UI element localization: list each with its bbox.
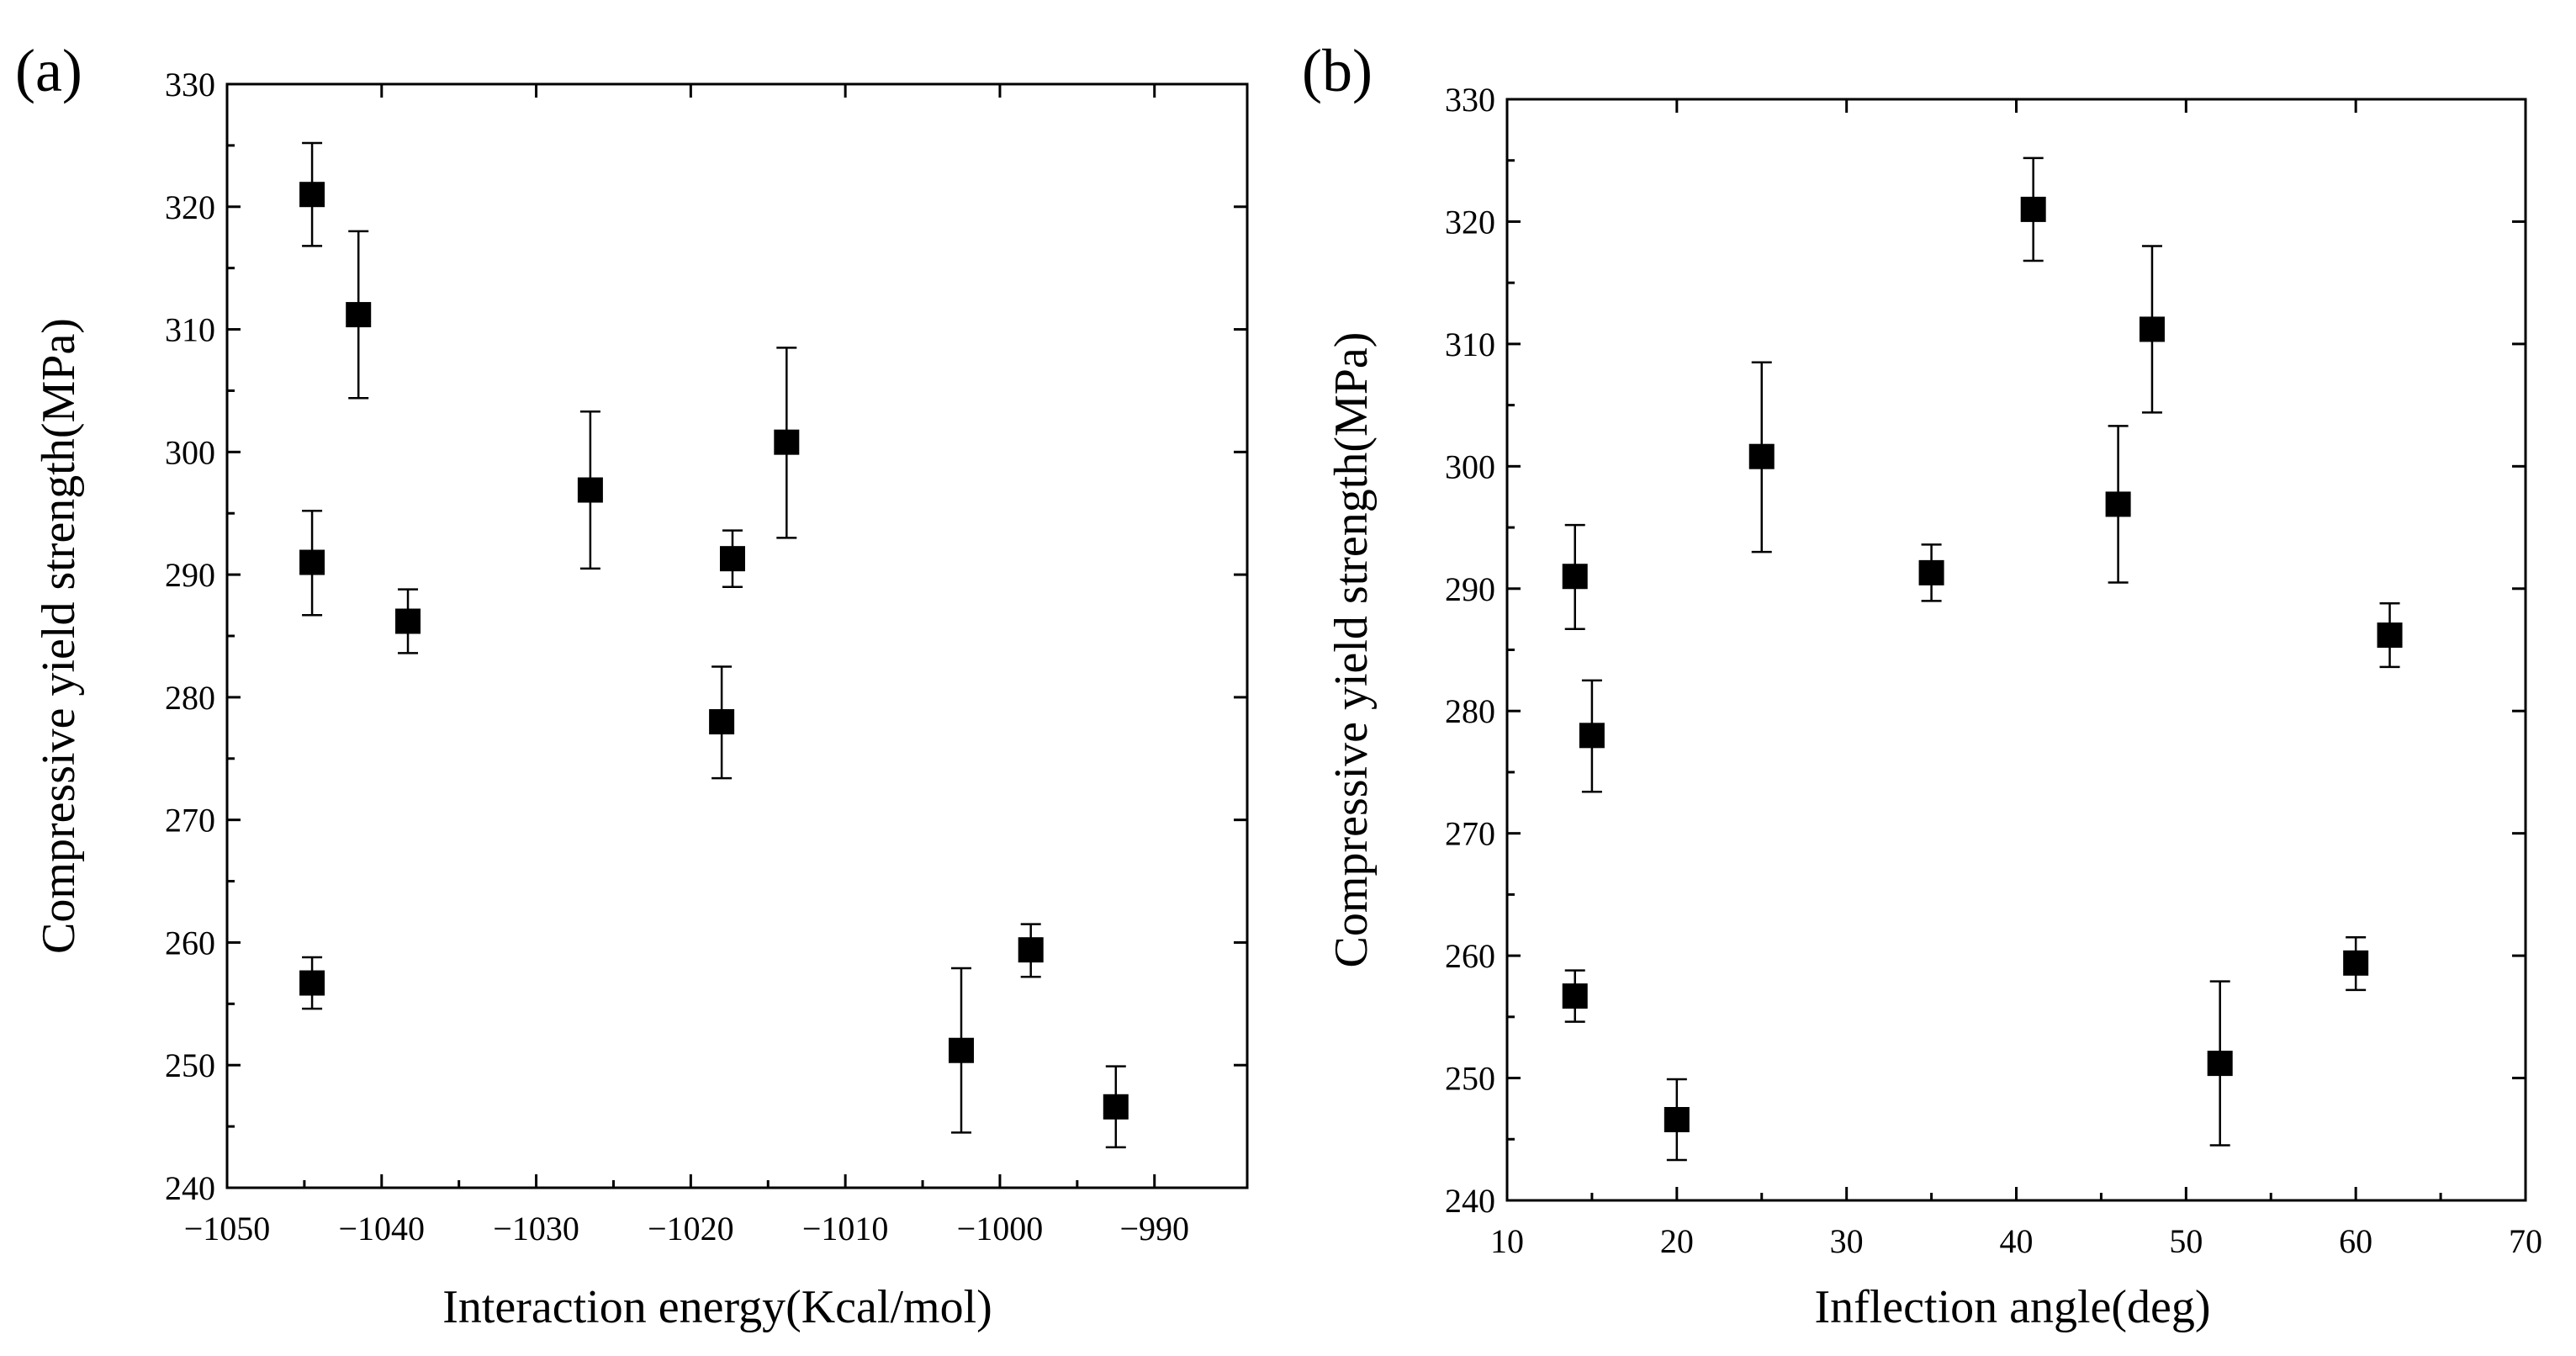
- data-point: [709, 709, 735, 735]
- data-point: [948, 1037, 974, 1063]
- data-point: [1562, 983, 1588, 1009]
- x-tick-label: −1020: [648, 1210, 734, 1247]
- x-tick-label: −1010: [802, 1210, 889, 1247]
- data-point: [1579, 723, 1605, 749]
- y-tick-label: 240: [1445, 1182, 1495, 1220]
- data-point: [1918, 559, 1944, 585]
- x-tick-label: 10: [1490, 1222, 1524, 1260]
- data-point: [2207, 1051, 2233, 1077]
- plot-frame: [225, 82, 1249, 1189]
- y-tick-label: 300: [165, 433, 215, 471]
- panel-label: (a): [15, 37, 82, 104]
- x-tick-label: −1040: [339, 1210, 426, 1247]
- y-tick-label: 310: [1445, 326, 1495, 363]
- data-point: [1562, 564, 1588, 590]
- y-axis-label: Compressive yield strength(MPa): [1325, 332, 1378, 968]
- data-point: [577, 477, 603, 503]
- y-tick-label: 280: [165, 679, 215, 717]
- data-point: [1018, 937, 1044, 963]
- data-point: [2377, 622, 2403, 649]
- y-tick-label: 250: [165, 1046, 215, 1084]
- x-tick-label: −1030: [493, 1210, 579, 1247]
- data-point: [774, 429, 800, 455]
- x-axis-label: Interaction energy(Kcal/mol): [442, 1281, 992, 1333]
- y-tick-label: 260: [165, 924, 215, 961]
- data-point: [2105, 491, 2131, 517]
- y-tick-label: 260: [1445, 937, 1495, 975]
- panel-label: (b): [1302, 37, 1373, 104]
- data-point: [395, 608, 421, 634]
- y-tick-label: 290: [1445, 570, 1495, 608]
- data-point: [299, 182, 325, 208]
- x-axis-label: Inflection angle(deg): [1814, 1281, 2210, 1333]
- y-tick-label: 240: [165, 1169, 215, 1207]
- y-tick-label: 330: [1445, 81, 1495, 119]
- plot-frame: [1505, 98, 2527, 1202]
- y-tick-label: 300: [1445, 448, 1495, 485]
- x-tick-label: −1050: [184, 1210, 271, 1247]
- y-tick-label: 320: [165, 188, 215, 226]
- y-axis-label: Compressive yield strength(MPa): [33, 318, 85, 954]
- x-tick-label: 40: [2000, 1222, 2034, 1260]
- panel-a: −1050 −1040 −1030 −1020 −1010 −1000 −990 240 250…: [15, 37, 1249, 1333]
- y-tick-label: 280: [1445, 692, 1495, 730]
- data-point: [2020, 196, 2046, 222]
- x-tick-label: 60: [2339, 1222, 2372, 1260]
- y-tick-label: 270: [165, 802, 215, 840]
- data-point: [1103, 1094, 1129, 1120]
- x-tick-label: 20: [1660, 1222, 1694, 1260]
- data-point: [719, 546, 745, 572]
- y-tick-label: 270: [1445, 815, 1495, 853]
- data-point: [346, 302, 372, 328]
- data-point: [299, 970, 325, 996]
- data-point: [1664, 1107, 1690, 1133]
- data-point: [1748, 443, 1775, 469]
- x-tick-label: 50: [2169, 1222, 2203, 1260]
- y-tick-label: 250: [1445, 1060, 1495, 1098]
- data-point: [299, 549, 325, 575]
- x-tick-label: 70: [2509, 1222, 2542, 1260]
- data-point: [2343, 950, 2369, 976]
- data-point: [2139, 316, 2165, 342]
- y-tick-label: 320: [1445, 203, 1495, 241]
- y-tick-label: 330: [165, 66, 215, 103]
- x-tick-label: 30: [1830, 1222, 1864, 1260]
- y-tick-label: 290: [165, 556, 215, 594]
- y-tick-label: 310: [165, 311, 215, 349]
- panel-b: 10 20 30 40 50 60 70 240 250 260 270 280 290 300 310 32…: [1302, 37, 2542, 1333]
- x-tick-label: −1000: [957, 1210, 1044, 1247]
- x-tick-label: −990: [1119, 1210, 1189, 1247]
